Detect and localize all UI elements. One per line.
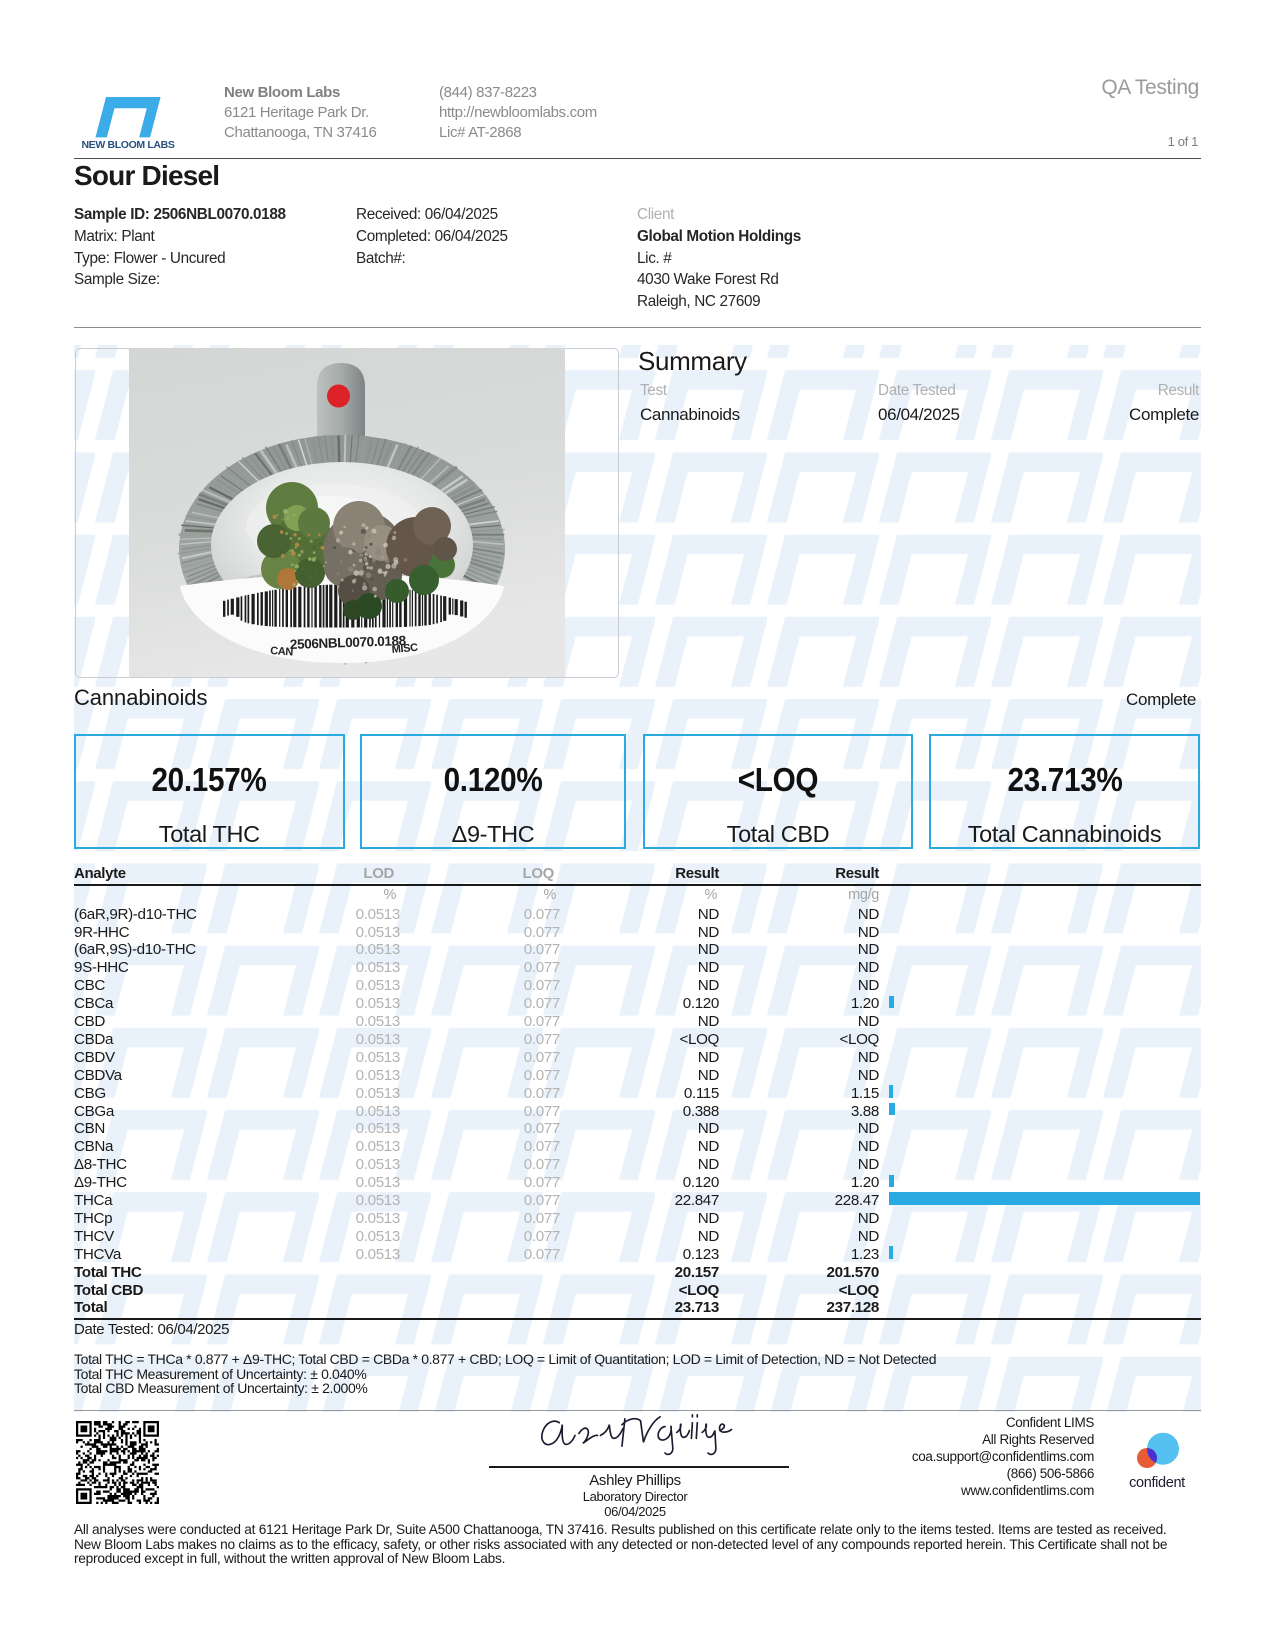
svg-text:2506NBL0070.0188: 2506NBL0070.0188 [290,633,407,652]
svg-text:CAN: CAN [270,645,294,659]
svg-text:MISC: MISC [391,642,418,656]
